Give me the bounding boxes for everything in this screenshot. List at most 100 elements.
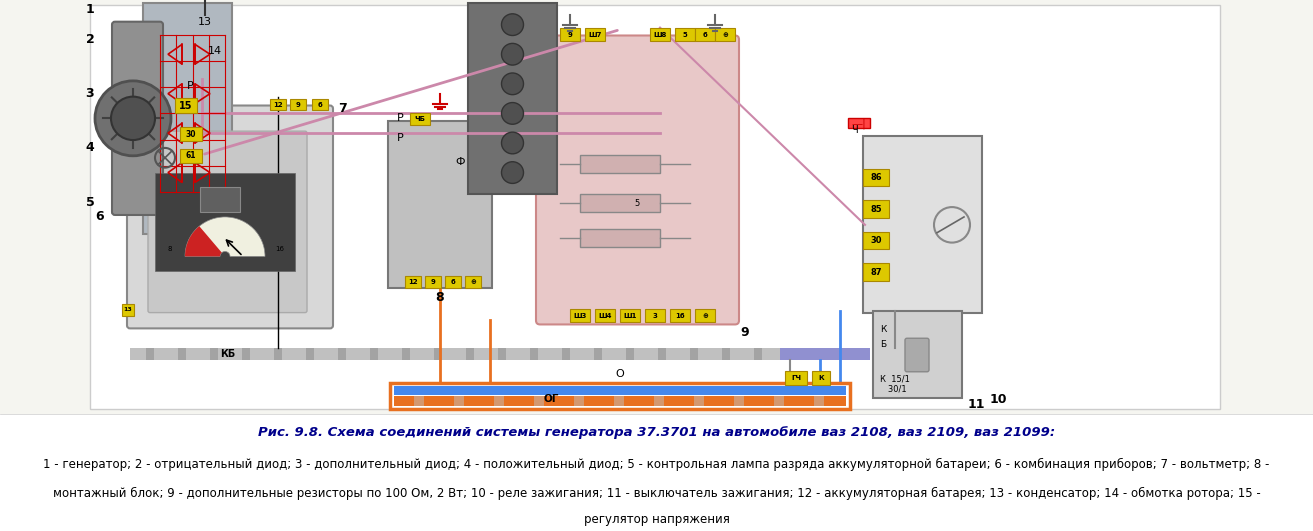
Text: Р: Р [186, 81, 193, 91]
Bar [494, 397, 504, 406]
Bar [402, 348, 410, 360]
FancyBboxPatch shape [467, 3, 557, 194]
Text: 15: 15 [180, 100, 193, 110]
Text: ⊕: ⊕ [702, 313, 708, 319]
Text: ОГ: ОГ [544, 395, 559, 405]
Bar [580, 229, 660, 246]
Text: Ф: Ф [456, 157, 465, 167]
Text: 2: 2 [85, 33, 95, 46]
Text: ⊕: ⊕ [470, 279, 475, 285]
Text: 11: 11 [968, 398, 986, 411]
Text: 87: 87 [871, 268, 882, 277]
Bar [785, 371, 807, 384]
Bar [562, 348, 570, 360]
Circle shape [502, 73, 524, 95]
Circle shape [112, 97, 155, 140]
Bar [435, 348, 442, 360]
FancyBboxPatch shape [905, 338, 930, 372]
Text: 6: 6 [96, 210, 104, 224]
Text: 9: 9 [567, 31, 572, 38]
Text: 12: 12 [408, 279, 418, 285]
Text: 7: 7 [337, 102, 347, 115]
Bar [561, 28, 580, 41]
Bar [695, 309, 716, 322]
Bar [722, 348, 730, 360]
Bar [210, 348, 218, 360]
Circle shape [502, 162, 524, 183]
Bar [534, 397, 544, 406]
Bar [780, 348, 871, 360]
Circle shape [502, 44, 524, 65]
Bar [734, 397, 744, 406]
Bar [466, 348, 474, 360]
Bar [691, 348, 699, 360]
Text: 6: 6 [450, 279, 456, 285]
Bar [570, 309, 590, 322]
Bar [445, 276, 461, 288]
Text: 30: 30 [871, 236, 882, 245]
Text: 6: 6 [318, 101, 323, 108]
Bar [306, 348, 314, 360]
Text: 5: 5 [85, 195, 95, 209]
Text: Ш7: Ш7 [588, 31, 601, 38]
Bar [754, 348, 762, 360]
Text: 5: 5 [683, 31, 688, 38]
Bar [574, 397, 584, 406]
Text: 10: 10 [990, 393, 1007, 406]
Text: 8: 8 [436, 292, 444, 304]
Bar [390, 383, 850, 409]
Circle shape [502, 14, 524, 36]
Text: 14: 14 [207, 46, 222, 56]
Bar [863, 169, 889, 186]
Bar [180, 127, 202, 141]
Bar [337, 348, 347, 360]
Text: 1 - генератор; 2 - отрицательный диод; 3 - дополнительный диод; 4 - положительны: 1 - генератор; 2 - отрицательный диод; 3… [43, 458, 1270, 471]
Bar [670, 309, 691, 322]
Bar [593, 348, 601, 360]
Bar [580, 155, 660, 173]
Bar [454, 397, 463, 406]
Bar [122, 304, 134, 315]
Bar [695, 397, 704, 406]
Text: ⊕: ⊕ [722, 31, 727, 38]
Text: 61: 61 [185, 151, 196, 160]
Bar [658, 348, 666, 360]
Text: 30/1: 30/1 [880, 384, 906, 393]
Text: Ш3: Ш3 [574, 313, 587, 319]
Text: Б: Б [880, 340, 886, 349]
Wedge shape [185, 217, 265, 256]
Bar [530, 348, 538, 360]
Bar [179, 348, 186, 360]
Bar [394, 397, 846, 406]
Text: 3: 3 [85, 87, 95, 100]
FancyBboxPatch shape [389, 121, 492, 288]
Text: 6: 6 [702, 31, 708, 38]
Text: Ш1: Ш1 [624, 313, 637, 319]
Bar [130, 348, 780, 360]
Bar [716, 28, 735, 41]
Wedge shape [185, 226, 222, 256]
Bar [675, 28, 695, 41]
Bar [270, 99, 286, 110]
Text: 30: 30 [185, 130, 196, 139]
Bar [863, 263, 889, 281]
FancyBboxPatch shape [127, 106, 334, 328]
FancyBboxPatch shape [873, 311, 962, 398]
Bar [650, 28, 670, 41]
Bar [863, 200, 889, 218]
Bar [814, 397, 825, 406]
Text: 86: 86 [871, 173, 882, 182]
Text: 5: 5 [634, 199, 639, 208]
Text: 1: 1 [85, 3, 95, 16]
Text: 9: 9 [295, 101, 301, 108]
Bar [404, 276, 421, 288]
Text: монтажный блок; 9 - дополнительные резисторы по 100 Ом, 2 Вт; 10 - реле зажигани: монтажный блок; 9 - дополнительные резис… [53, 487, 1260, 500]
Bar [414, 397, 424, 406]
Bar [848, 118, 871, 128]
Text: КБ: КБ [219, 349, 235, 359]
Bar [370, 348, 378, 360]
Bar [626, 348, 634, 360]
Text: 12: 12 [504, 0, 521, 2]
Text: 9: 9 [741, 326, 748, 339]
Bar [863, 232, 889, 250]
